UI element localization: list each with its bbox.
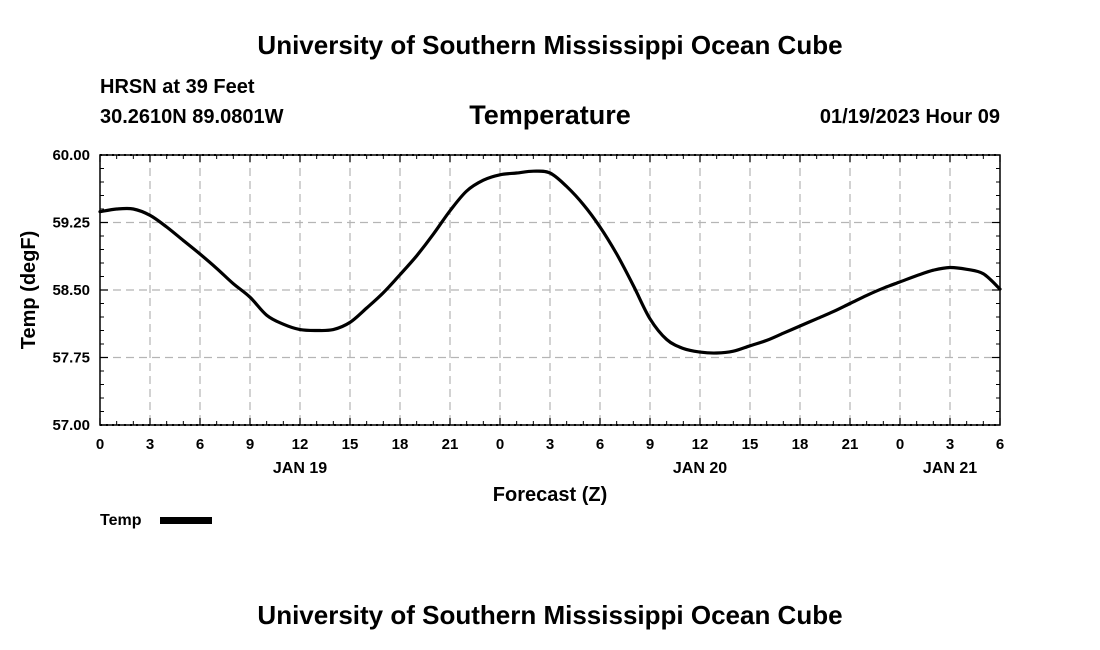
x-tick-label: 6 [196, 436, 204, 453]
series-line-temp [98, 169, 1002, 355]
x-tick-label: 18 [792, 436, 809, 453]
legend: Temp [100, 512, 212, 529]
axis-ticks [99, 154, 1001, 426]
date-label: JAN 19 [273, 460, 327, 477]
axis-labels: 0 3 6 9 12 15 18 21 0 3 6 9 12 15 18 21 0 3 6 57.00 57.75 58.… [18, 147, 1004, 506]
y-tick-label: 58.50 [52, 282, 90, 299]
y-tick-label: 59.25 [52, 215, 90, 232]
x-tick-label: 0 [896, 436, 904, 453]
x-tick-label: 0 [496, 436, 504, 453]
station-coordinates: 30.2610N 89.0801W [100, 106, 284, 128]
x-tick-label: 15 [342, 436, 359, 453]
x-axis-title: Forecast (Z) [493, 484, 607, 506]
x-tick-label: 9 [246, 436, 254, 453]
x-tick-label: 21 [442, 436, 459, 453]
x-tick-label: 3 [946, 436, 954, 453]
x-tick-label: 0 [96, 436, 104, 453]
x-tick-label: 15 [742, 436, 759, 453]
footer-title: University of Southern Mississippi Ocean… [257, 600, 843, 630]
series-layer [98, 169, 1002, 355]
chart-title: Temperature [469, 100, 631, 130]
date-label: JAN 21 [923, 460, 977, 477]
x-tick-label: 12 [292, 436, 309, 453]
x-tick-label: 12 [692, 436, 709, 453]
x-tick-label: 3 [146, 436, 154, 453]
main-title: University of Southern Mississippi Ocean… [257, 30, 843, 60]
x-tick-label: 6 [596, 436, 604, 453]
y-tick-label: 57.00 [52, 417, 90, 434]
y-tick-label: 60.00 [52, 147, 90, 164]
date-label: JAN 20 [673, 460, 727, 477]
x-tick-label: 18 [392, 436, 409, 453]
x-tick-label: 21 [842, 436, 859, 453]
x-tick-label: 6 [996, 436, 1004, 453]
y-axis-title: Temp (degF) [18, 231, 40, 350]
y-tick-label: 57.75 [52, 350, 90, 367]
legend-label: Temp [100, 512, 142, 529]
station-name: HRSN at 39 Feet [100, 76, 255, 98]
forecast-timestamp: 01/19/2023 Hour 09 [819, 106, 1000, 128]
x-tick-label: 3 [546, 436, 554, 453]
grid-lines [100, 155, 1000, 425]
legend-swatch [160, 517, 212, 524]
x-tick-label: 9 [646, 436, 654, 453]
